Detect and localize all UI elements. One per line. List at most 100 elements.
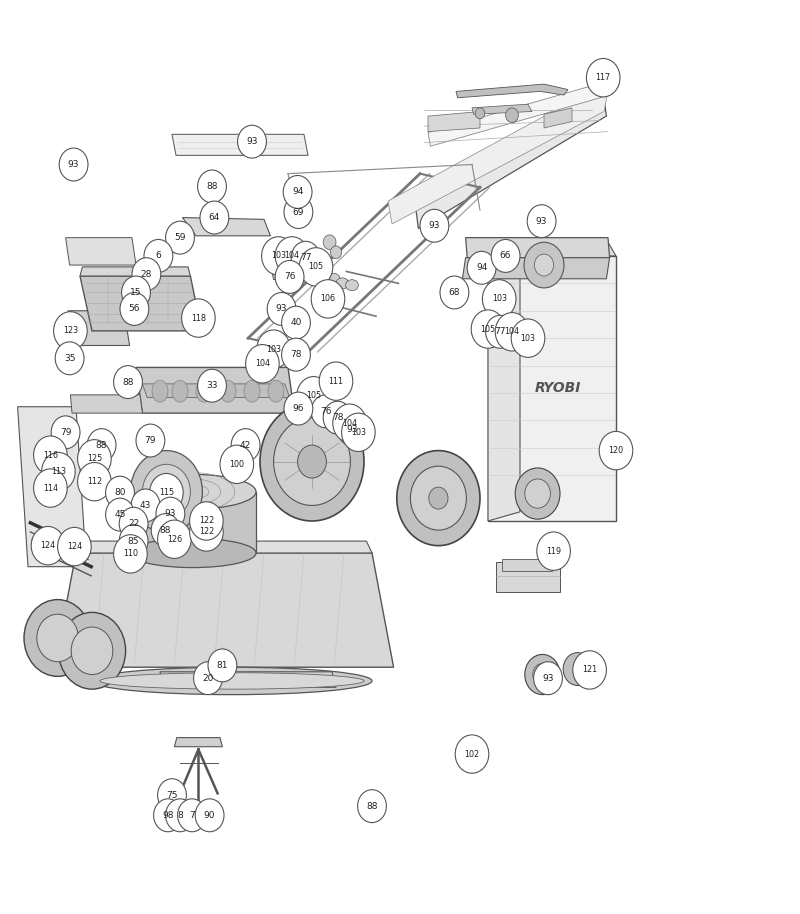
Polygon shape [172, 134, 308, 155]
Text: 125: 125 [86, 454, 102, 463]
Ellipse shape [346, 280, 358, 291]
Circle shape [511, 319, 545, 357]
Text: 106: 106 [321, 294, 335, 303]
Text: 78: 78 [290, 350, 302, 359]
Text: 119: 119 [546, 547, 561, 556]
Circle shape [119, 507, 148, 540]
Circle shape [294, 252, 309, 269]
Circle shape [132, 258, 161, 291]
Polygon shape [182, 218, 270, 236]
Text: 105: 105 [309, 262, 323, 271]
Polygon shape [174, 738, 222, 747]
Circle shape [78, 462, 111, 501]
Circle shape [71, 627, 113, 675]
Circle shape [342, 413, 375, 452]
Text: 105: 105 [306, 391, 321, 400]
Circle shape [34, 469, 67, 507]
Ellipse shape [196, 380, 212, 402]
Circle shape [231, 429, 260, 462]
Text: 93: 93 [276, 304, 287, 314]
Text: 117: 117 [596, 73, 610, 82]
Text: 76: 76 [284, 272, 295, 282]
Text: 94: 94 [292, 187, 303, 197]
Text: 104: 104 [285, 251, 299, 260]
Polygon shape [54, 553, 394, 667]
Circle shape [482, 280, 516, 318]
Text: 93: 93 [346, 425, 358, 434]
Circle shape [24, 600, 91, 676]
Ellipse shape [152, 380, 168, 402]
Text: RYOBI: RYOBI [534, 381, 581, 396]
Circle shape [114, 366, 142, 399]
Text: 6: 6 [155, 251, 162, 260]
Circle shape [397, 451, 480, 546]
Polygon shape [70, 541, 372, 553]
Circle shape [275, 260, 304, 293]
Text: 35: 35 [64, 354, 75, 363]
Polygon shape [502, 559, 552, 571]
Circle shape [144, 239, 173, 272]
Circle shape [114, 535, 147, 573]
Circle shape [471, 310, 505, 348]
Polygon shape [70, 395, 142, 413]
Circle shape [34, 436, 67, 474]
Circle shape [495, 313, 529, 351]
Circle shape [506, 108, 518, 122]
Circle shape [78, 440, 111, 478]
Circle shape [323, 235, 336, 250]
Polygon shape [428, 112, 480, 132]
Ellipse shape [220, 380, 236, 402]
Polygon shape [160, 672, 336, 687]
Text: 93: 93 [165, 509, 176, 518]
Circle shape [319, 362, 353, 400]
Text: 56: 56 [129, 304, 140, 314]
Text: 77: 77 [494, 327, 506, 336]
Polygon shape [136, 367, 294, 413]
Text: 28: 28 [141, 270, 152, 279]
Circle shape [37, 614, 78, 662]
Circle shape [537, 532, 570, 570]
Text: 124: 124 [41, 541, 55, 550]
Ellipse shape [172, 380, 188, 402]
Polygon shape [488, 256, 616, 521]
Polygon shape [496, 562, 560, 592]
Text: 103: 103 [521, 334, 535, 343]
Polygon shape [388, 85, 608, 224]
Text: 114: 114 [43, 484, 58, 493]
Circle shape [533, 664, 552, 686]
Text: 45: 45 [114, 510, 126, 519]
Text: 122: 122 [198, 527, 214, 537]
Polygon shape [18, 407, 86, 567]
Text: 22: 22 [128, 519, 139, 528]
Circle shape [58, 612, 126, 689]
Text: 96: 96 [293, 404, 304, 413]
Text: 93: 93 [246, 137, 258, 146]
Text: 85: 85 [128, 537, 139, 546]
Text: 93: 93 [542, 674, 554, 683]
Circle shape [486, 315, 514, 348]
Text: 118: 118 [191, 314, 206, 323]
Circle shape [338, 413, 366, 446]
Circle shape [475, 108, 485, 119]
Text: 103: 103 [351, 428, 366, 437]
Circle shape [420, 209, 449, 242]
Circle shape [178, 799, 206, 832]
Circle shape [58, 527, 91, 566]
Circle shape [151, 514, 180, 547]
Text: 88: 88 [366, 802, 378, 811]
Text: 102: 102 [465, 749, 479, 759]
Text: 88: 88 [160, 526, 171, 535]
Text: 123: 123 [63, 326, 78, 335]
Circle shape [284, 392, 313, 425]
Circle shape [599, 431, 633, 470]
Text: 75: 75 [166, 791, 178, 800]
Text: 110: 110 [123, 549, 138, 558]
Circle shape [262, 237, 295, 275]
Polygon shape [68, 311, 130, 345]
Text: 116: 116 [43, 451, 58, 460]
Circle shape [283, 175, 312, 208]
Text: 122: 122 [198, 516, 214, 526]
Text: 78: 78 [332, 413, 343, 422]
Circle shape [586, 58, 620, 97]
Circle shape [156, 497, 185, 530]
